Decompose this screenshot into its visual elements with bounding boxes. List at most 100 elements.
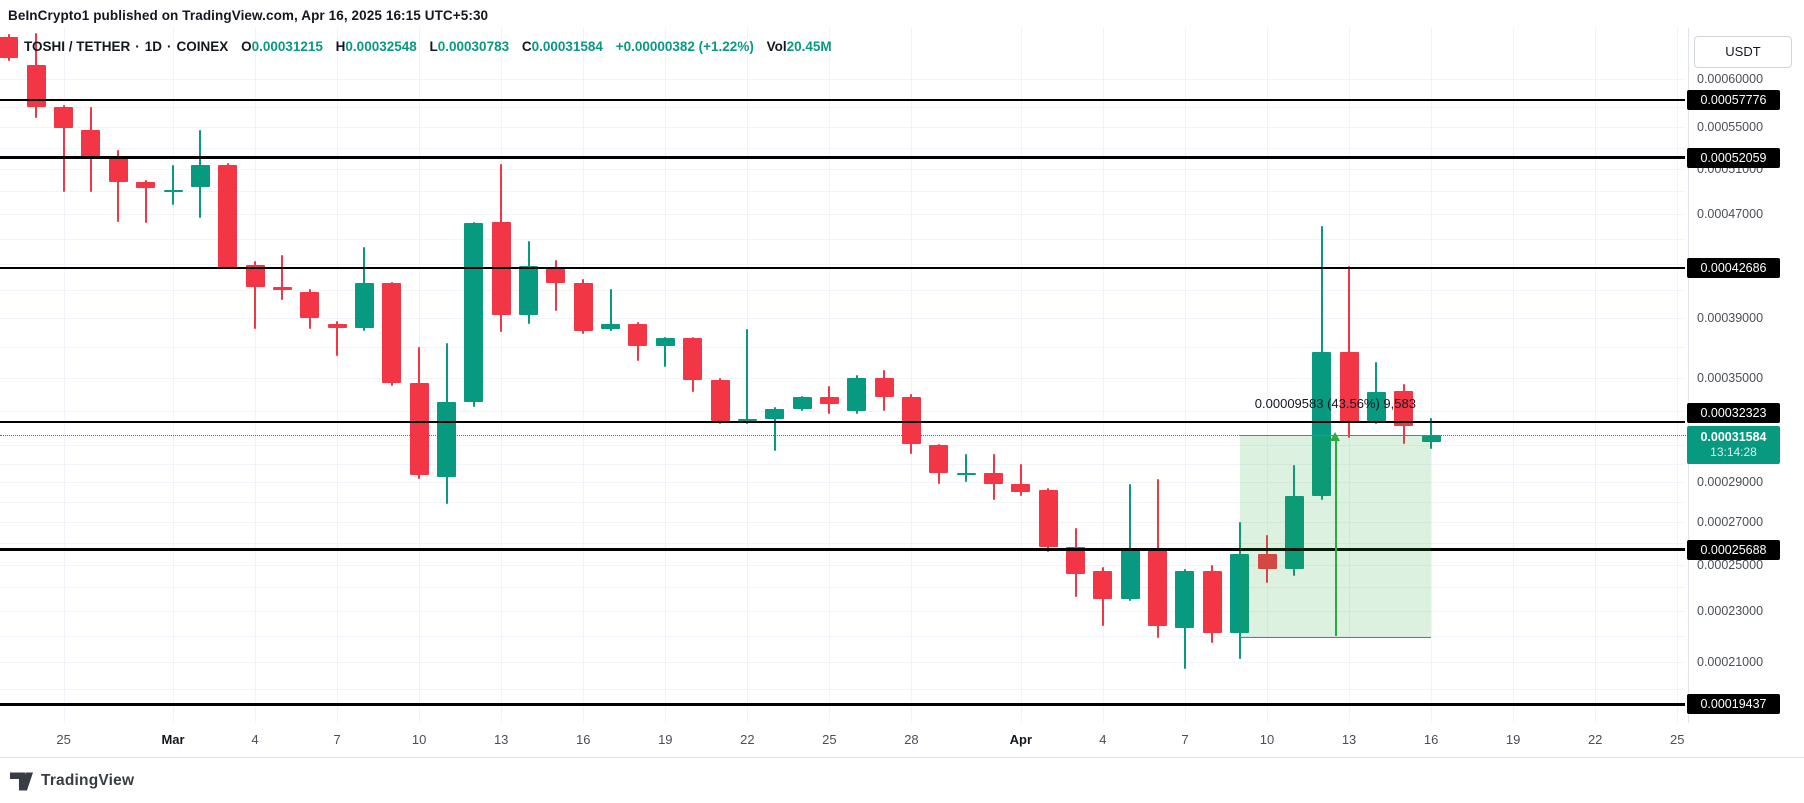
- candle: [190, 164, 210, 187]
- candle: [1093, 571, 1113, 600]
- price-level-line[interactable]: [0, 703, 1685, 706]
- gridline-horizontal: [0, 463, 1685, 465]
- candle: [683, 338, 703, 380]
- time-tick-label: 25: [1670, 732, 1685, 747]
- bar-countdown: 13:14:28: [1710, 444, 1757, 459]
- candle: [1339, 351, 1359, 423]
- candle: [655, 338, 675, 346]
- footer-border: [0, 757, 1804, 758]
- candle: [1175, 571, 1195, 629]
- interval-label[interactable]: 1D: [144, 39, 163, 54]
- symbol-name[interactable]: TOSHI / TETHER: [24, 39, 131, 54]
- ohlc-open: O0.00031215: [241, 39, 323, 54]
- gridline-vertical: [1020, 28, 1022, 723]
- gridline-vertical: [255, 28, 257, 723]
- price-tick-label: 0.00029000: [1697, 475, 1764, 490]
- candle-wick: [117, 149, 120, 222]
- measurement-arrow-up-icon: [1330, 432, 1341, 441]
- price-tick-label: 0.00025000: [1697, 557, 1764, 572]
- time-tick-label: 4: [251, 732, 259, 747]
- gridline-vertical: [1513, 28, 1515, 723]
- gridline-horizontal: [0, 127, 1685, 129]
- price-level-label: 0.00032323: [1687, 403, 1780, 424]
- time-tick-label: 22: [1587, 732, 1603, 747]
- tradingview-logo-icon[interactable]: [10, 772, 33, 791]
- price-tick-label: 0.00023000: [1697, 604, 1764, 619]
- time-tick-label: 10: [1259, 732, 1275, 747]
- gridline-horizontal: [0, 191, 1685, 193]
- gridline-horizontal: [0, 317, 1685, 319]
- price-tick-label: 0.00039000: [1697, 310, 1764, 325]
- gridline-vertical: [1677, 28, 1679, 723]
- candle-wick: [1129, 484, 1132, 602]
- gridline-horizontal: [0, 290, 1685, 292]
- price-level-line[interactable]: [0, 266, 1685, 270]
- time-tick-label: 16: [1423, 732, 1439, 747]
- gridline-horizontal: [0, 347, 1685, 349]
- candle: [1394, 390, 1414, 426]
- price-level-line[interactable]: [0, 548, 1685, 551]
- candle-wick: [609, 288, 612, 331]
- gridline-horizontal: [0, 147, 1685, 149]
- candle-wick: [172, 164, 174, 206]
- candle-wick: [254, 261, 257, 330]
- candle-wick: [1019, 463, 1022, 496]
- time-tick-label: 13: [493, 732, 509, 747]
- price-level-label: 0.00057776: [1687, 89, 1780, 110]
- price-tick-label: 0.00060000: [1697, 71, 1764, 86]
- price-level-line[interactable]: [0, 156, 1685, 159]
- symbol-legend[interactable]: TOSHI / TETHER · 1D · COINEX O0.00031215 H0.…: [24, 39, 832, 54]
- gridline-horizontal: [0, 378, 1685, 379]
- gridline-horizontal: [0, 635, 1685, 637]
- candle: [1257, 553, 1277, 570]
- gridline-horizontal: [0, 661, 1685, 663]
- gridline-horizontal: [0, 501, 1685, 503]
- gridline-horizontal: [0, 169, 1685, 171]
- candle: [1038, 490, 1058, 548]
- gridline-vertical: [665, 28, 667, 723]
- gridline-vertical: [911, 28, 913, 723]
- price-level-line[interactable]: [0, 98, 1685, 102]
- candle: [354, 283, 374, 328]
- price-level-label: 0.00019437: [1687, 694, 1780, 715]
- time-tick-label: 7: [333, 732, 341, 747]
- candle: [1066, 547, 1086, 574]
- price-tick-label: 0.00035000: [1697, 371, 1764, 385]
- candle: [1011, 484, 1031, 493]
- time-axis[interactable]: 25 Mar 4 7 10 13 16 19 22 25 28 Apr 4 7 10 13 16 19 22 25: [0, 723, 1804, 757]
- candle: [1120, 549, 1140, 600]
- candle: [163, 190, 183, 193]
- gridline-horizontal: [0, 587, 1685, 589]
- time-tick-label: 10: [411, 732, 427, 747]
- candle: [819, 397, 839, 404]
- candle: [765, 408, 785, 420]
- gridline-horizontal: [0, 482, 1685, 484]
- current-price-value: 0.00031584: [1700, 429, 1767, 444]
- candle: [628, 323, 648, 346]
- candle-wick: [773, 407, 776, 451]
- gridline-horizontal: [0, 542, 1685, 544]
- gridline-vertical: [1184, 28, 1186, 723]
- gridline-horizontal: [0, 445, 1685, 447]
- measurement-box[interactable]: [1239, 435, 1432, 638]
- candle: [81, 130, 101, 158]
- candle: [1366, 392, 1386, 421]
- candle: [546, 267, 566, 284]
- gridline-vertical: [583, 28, 585, 723]
- currency-unit-button[interactable]: USDT: [1694, 36, 1792, 68]
- volume-value: Vol20.45M: [766, 39, 832, 54]
- measurement-vline: [1335, 435, 1337, 636]
- candle-wick: [1430, 418, 1433, 450]
- time-tick-label: 22: [740, 732, 755, 747]
- gridline-horizontal: [0, 107, 1685, 109]
- price-level-line[interactable]: [0, 420, 1685, 424]
- gridline-horizontal: [0, 263, 1685, 265]
- time-tick-label: 4: [1099, 732, 1107, 747]
- tradingview-footer[interactable]: TradingView: [10, 765, 134, 797]
- candle: [409, 382, 429, 475]
- tradingview-wordmark: TradingView: [41, 772, 135, 789]
- gridline-vertical: [173, 28, 174, 723]
- gridline-horizontal: [0, 238, 1685, 240]
- price-level-label: 0.00025688: [1687, 539, 1780, 560]
